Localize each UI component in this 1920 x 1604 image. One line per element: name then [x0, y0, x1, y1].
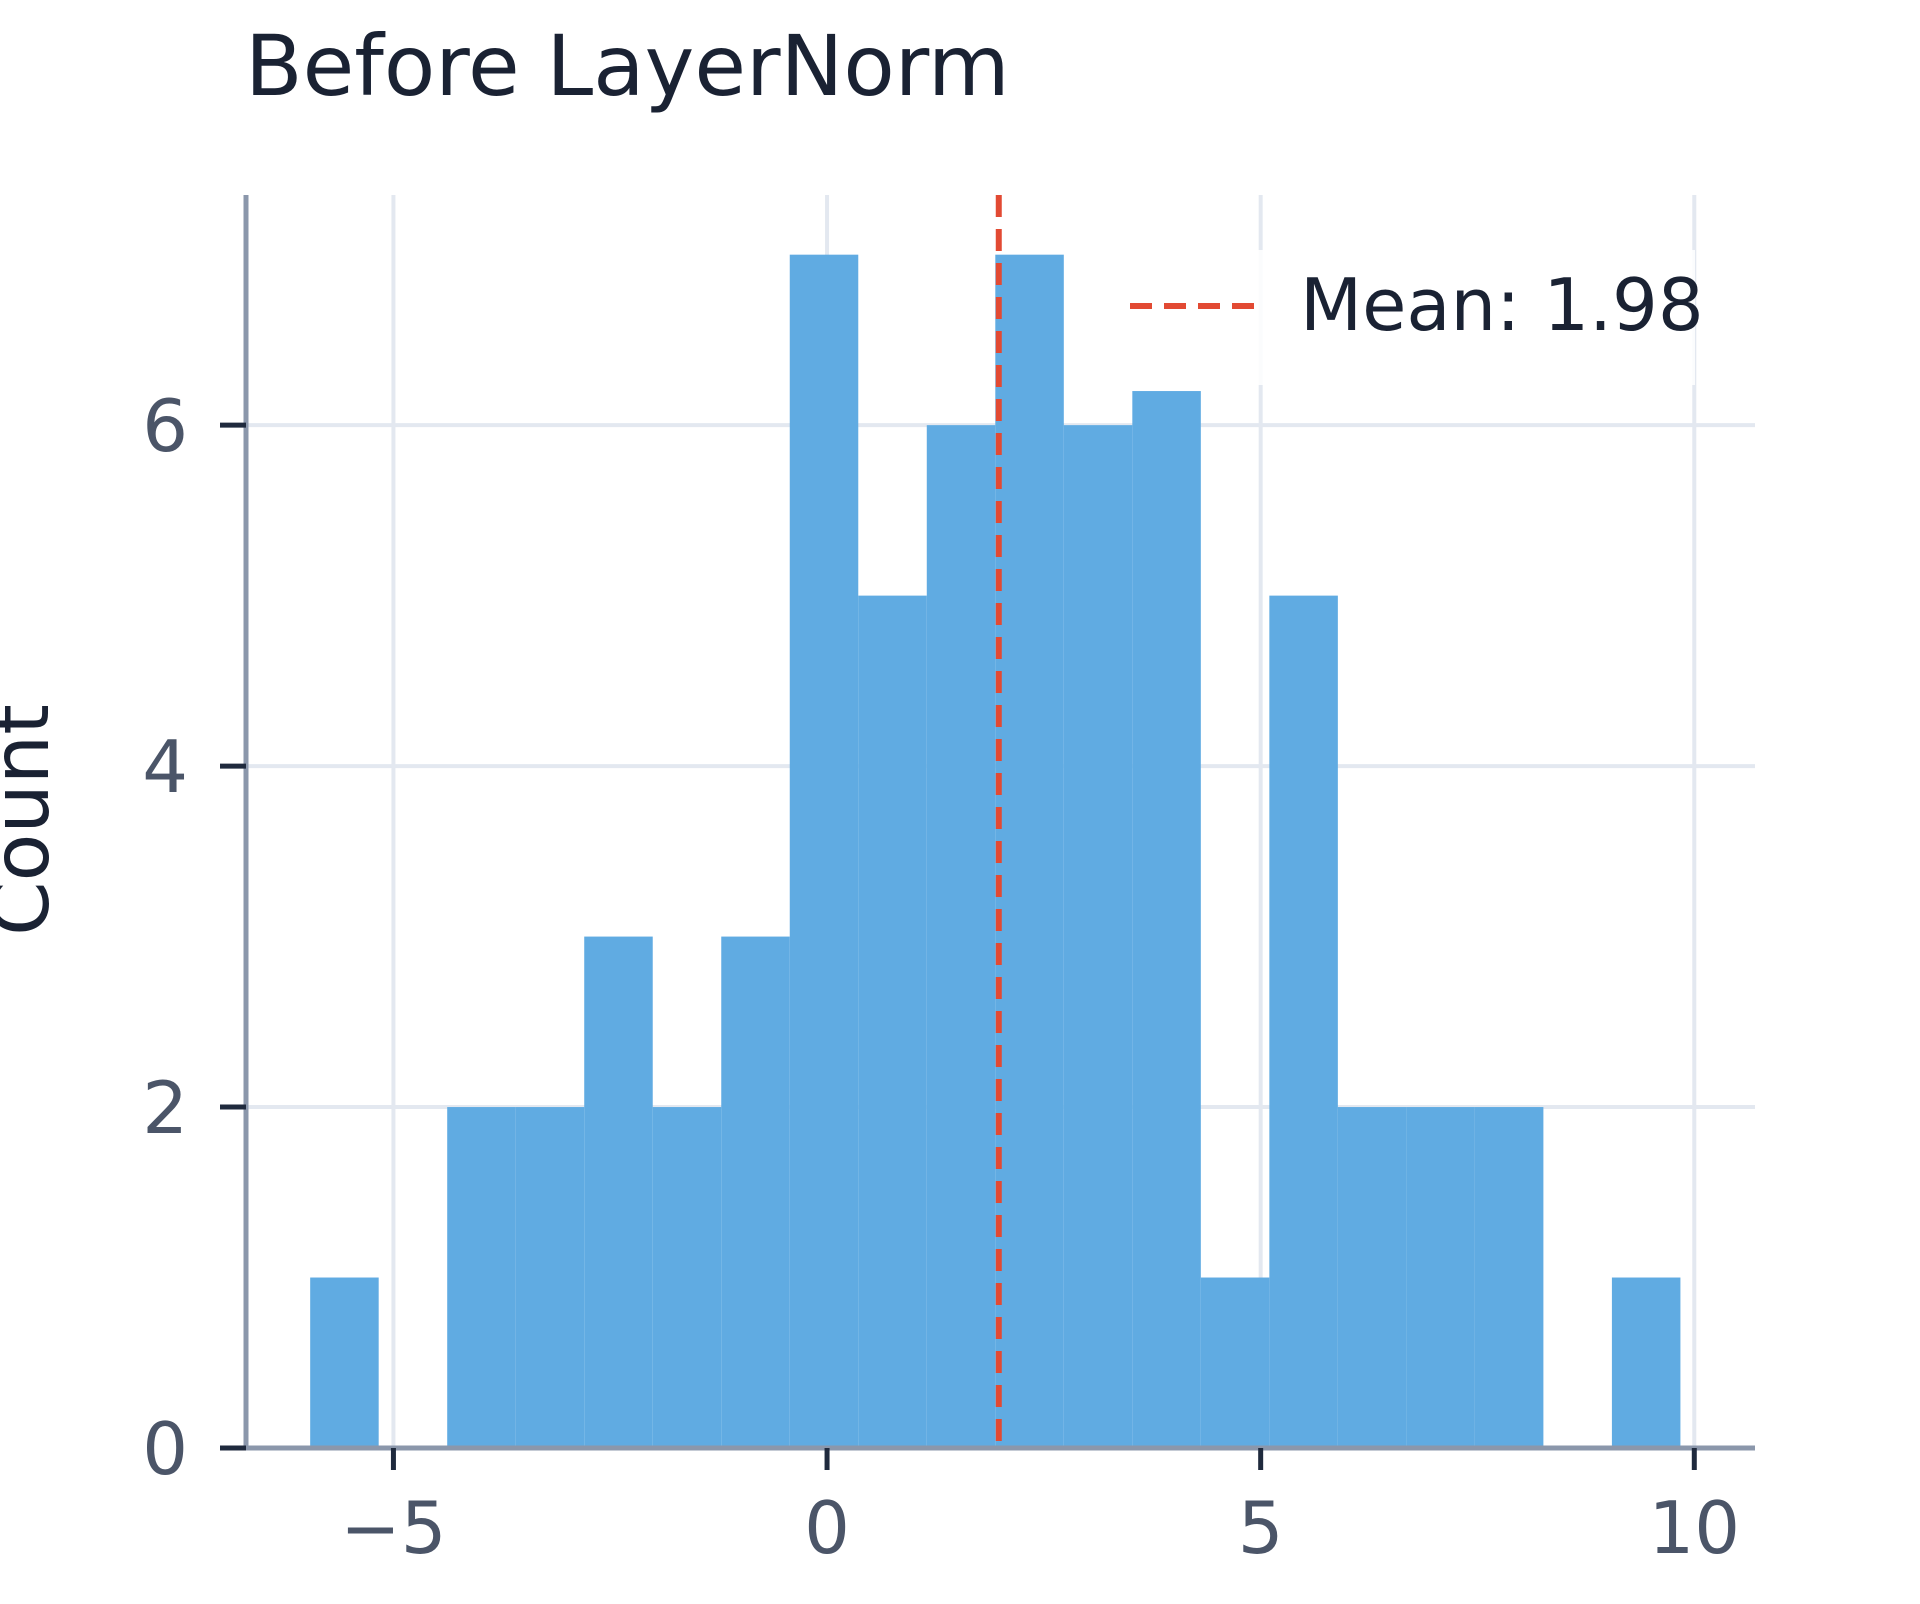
histogram-bar: [1337, 1107, 1407, 1448]
y-axis-label: Count: [0, 704, 67, 936]
y-tick-label: 2: [142, 1066, 188, 1150]
x-tick-label: 5: [1238, 1486, 1284, 1570]
legend-box: [1110, 250, 1695, 385]
histogram-bar: [515, 1107, 585, 1448]
histogram-bar: [1132, 391, 1201, 1448]
legend: Mean: 1.98: [1110, 250, 1704, 385]
histogram-bar: [1406, 1107, 1475, 1448]
histogram-bar: [310, 1277, 379, 1448]
histogram-bar: [1063, 425, 1133, 1449]
y-tick-label: 4: [142, 725, 188, 809]
histogram-bar: [1200, 1277, 1270, 1448]
y-tick-label: 6: [142, 384, 188, 468]
axes-layer: [243, 195, 1755, 1451]
legend-mean-label: Mean: 1.98: [1300, 263, 1704, 347]
histogram-bar: [789, 254, 859, 1449]
chart-title: Before LayerNorm: [245, 17, 1010, 115]
ticks-layer: −5 0 5 10 0 2 4 6: [142, 384, 1740, 1570]
histogram-bar: [926, 425, 996, 1449]
histogram-bar: [721, 936, 790, 1448]
x-tick-label: −5: [340, 1486, 446, 1570]
histogram-bar: [447, 1107, 516, 1448]
x-tick-label: 10: [1648, 1486, 1740, 1570]
histogram-bar: [584, 936, 653, 1448]
histogram-bar: [652, 1107, 722, 1448]
histogram-bar: [995, 254, 1064, 1449]
histogram-bar: [858, 595, 927, 1448]
histogram-bar: [1269, 595, 1338, 1448]
histogram-bar: [1611, 1277, 1681, 1448]
y-tick-label: 0: [142, 1407, 188, 1491]
bars-layer: [310, 254, 1681, 1449]
histogram-bar: [1474, 1107, 1544, 1448]
x-tick-label: 0: [804, 1486, 850, 1570]
